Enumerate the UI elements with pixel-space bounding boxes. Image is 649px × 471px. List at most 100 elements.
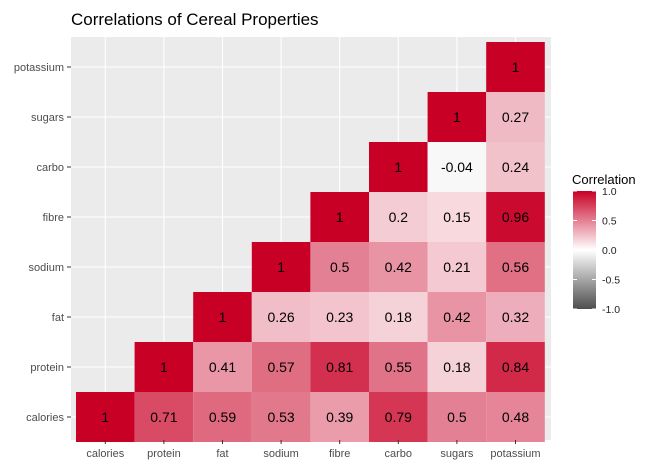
x-tick-label: carbo <box>385 448 413 460</box>
y-tick-label: fibre <box>43 212 64 224</box>
y-tick-label: sugars <box>31 112 65 124</box>
heatmap-cell <box>134 392 194 442</box>
y-tick-label: fat <box>52 312 64 324</box>
heatmap-cell <box>193 292 252 342</box>
cell-value-label: 1 <box>101 409 109 425</box>
cell-value-label: 0.21 <box>443 259 470 275</box>
cell-value-label: 0.81 <box>326 359 353 375</box>
cell-value-label: 1 <box>219 309 227 325</box>
cell-value-label: 0.56 <box>502 259 529 275</box>
legend-tick-label: 0.0 <box>602 245 617 257</box>
chart-title: Correlations of Cereal Properties <box>71 10 319 29</box>
heatmap-cell <box>486 242 545 292</box>
cell-value-label: 0.15 <box>443 209 470 225</box>
cell-value-label: 0.39 <box>326 409 353 425</box>
x-tick-label: fibre <box>329 448 350 460</box>
cell-value-label: 0.53 <box>267 409 294 425</box>
y-axis: calories protein fat sodium fibre carbo sugars… <box>14 62 71 424</box>
y-tick-label: carbo <box>36 162 64 174</box>
heatmap-cell <box>251 292 311 342</box>
x-tick-label: sugars <box>440 448 474 460</box>
heatmap-cell <box>310 192 369 242</box>
cell-value-label: 0.2 <box>389 209 409 225</box>
cell-value-label: 0.26 <box>267 309 294 325</box>
cell-value-label: 0.42 <box>385 259 412 275</box>
cell-value-label: 0.41 <box>209 359 236 375</box>
cell-value-label: 0.18 <box>443 359 470 375</box>
cell-value-label: -0.04 <box>441 159 473 175</box>
cell-labels: 1 0.71 0.59 0.53 0.39 0.79 0.5 0.48 1 0.41 0.57 0.8… <box>101 59 529 425</box>
cell-value-label: 0.55 <box>385 359 412 375</box>
cell-value-label: 0.59 <box>209 409 236 425</box>
heatmap-cell <box>251 392 311 442</box>
x-tick-label: protein <box>147 448 181 460</box>
cell-value-label: 0.5 <box>447 409 467 425</box>
heatmap-cell <box>486 342 545 392</box>
heatmap-cell <box>134 342 194 392</box>
x-tick-label: potassium <box>490 448 540 460</box>
y-tick-label: sodium <box>29 262 64 274</box>
heatmap-cell <box>310 342 369 392</box>
x-axis: calories protein fat sodium fibre carbo sugars… <box>86 440 541 460</box>
cell-value-label: 1 <box>277 259 285 275</box>
x-tick-label: sodium <box>263 448 298 460</box>
cell-value-label: 0.96 <box>502 209 529 225</box>
cell-value-label: 0.42 <box>443 309 470 325</box>
heatmap-cell <box>369 392 428 442</box>
legend-colorbar <box>573 191 596 309</box>
heatmap-cell <box>369 192 428 242</box>
cell-value-label: 0.84 <box>502 359 529 375</box>
cell-value-label: 1 <box>512 59 520 75</box>
y-tick-label: potassium <box>14 62 64 74</box>
cell-value-label: 0.23 <box>326 309 353 325</box>
legend-ticks: 1.0 0.5 0.0 -0.5 -1.0 <box>573 186 620 316</box>
cell-value-label: 0.5 <box>330 259 350 275</box>
heatmap-cell <box>310 292 369 342</box>
x-tick-label: fat <box>216 448 228 460</box>
heatmap-cell <box>369 142 428 192</box>
cell-value-label: 0.27 <box>502 109 529 125</box>
heatmap-cell <box>427 92 487 142</box>
cell-value-label: 1 <box>336 209 344 225</box>
heatmap-cell <box>427 142 487 192</box>
x-tick-label: calories <box>86 448 124 460</box>
y-tick-label: calories <box>26 412 64 424</box>
cell-value-label: 0.32 <box>502 309 529 325</box>
cell-value-label: 0.48 <box>502 409 529 425</box>
cell-value-label: 0.18 <box>385 309 412 325</box>
cell-value-label: 0.71 <box>150 409 177 425</box>
heatmap-cell <box>310 392 369 442</box>
cell-value-label: 1 <box>160 359 168 375</box>
heatmap-cell <box>427 192 487 242</box>
heatmap-cell <box>193 342 252 392</box>
heatmap-cell <box>486 292 545 342</box>
color-legend: Correlation 1.0 0.5 0.0 -0.5 -1.0 <box>572 172 636 316</box>
legend-title: Correlation <box>572 172 636 187</box>
heatmap-cell <box>369 292 428 342</box>
legend-tick-label: -1.0 <box>602 304 620 316</box>
heatmap-cell <box>369 242 428 292</box>
heatmap-cell <box>369 342 428 392</box>
heatmap-cell <box>486 92 545 142</box>
y-tick-label: protein <box>30 362 64 374</box>
heatmap-cell <box>427 242 487 292</box>
cell-value-label: 0.24 <box>502 159 529 175</box>
heatmap-cell <box>486 192 545 242</box>
heatmap-cell <box>251 342 311 392</box>
legend-tick-label: -0.5 <box>602 275 620 287</box>
heatmap-cell <box>427 392 487 442</box>
heatmap-cells <box>76 42 545 442</box>
cell-value-label: 0.57 <box>267 359 294 375</box>
heatmap-cell <box>427 342 487 392</box>
heatmap-cell <box>486 42 545 92</box>
heatmap-cell <box>251 242 311 292</box>
legend-tick-label: 1.0 <box>602 186 617 198</box>
cell-value-label: 1 <box>453 109 461 125</box>
heatmap-cell <box>193 392 252 442</box>
heatmap-cell <box>486 142 545 192</box>
heatmap-cell <box>310 242 369 292</box>
cell-value-label: 0.79 <box>385 409 412 425</box>
heatmap-cell <box>76 392 135 442</box>
